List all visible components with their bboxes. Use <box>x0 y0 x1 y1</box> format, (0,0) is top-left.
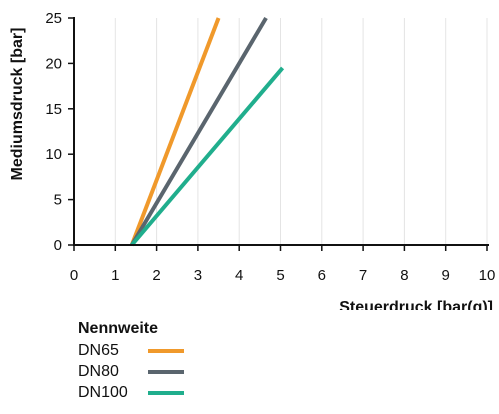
x-tick-label: 7 <box>359 267 367 284</box>
legend-item-dn80: DN80 <box>78 361 184 382</box>
x-tick-label: 2 <box>152 267 160 284</box>
y-tick-label: 20 <box>45 55 62 72</box>
x-tick-label: 0 <box>70 267 78 284</box>
x-tick-label: 3 <box>194 267 202 284</box>
series-lines <box>129 16 285 247</box>
legend-swatch-dn80 <box>148 369 184 374</box>
legend-item-dn65: DN65 <box>78 340 184 361</box>
y-tick-label: 0 <box>54 237 62 254</box>
x-tick-label: 9 <box>442 267 450 284</box>
legend-swatch-dn65 <box>148 348 184 353</box>
y-tick-label: 15 <box>45 101 62 118</box>
grid-lines <box>114 18 488 245</box>
legend: Nennweite DN65 DN80 DN100 <box>78 318 184 403</box>
x-tick-label: 8 <box>400 267 408 284</box>
y-tick-labels: 0 5 10 15 20 25 <box>45 10 74 254</box>
chart-area: 0 1 2 3 4 5 6 7 8 9 10 0 5 10 15 20 25 Steuerdruck [bar… <box>9 10 496 310</box>
y-tick-label: 10 <box>45 146 62 163</box>
y-tick-label: 5 <box>54 192 62 209</box>
x-tick-label: 10 <box>479 267 496 284</box>
legend-item-dn100: DN100 <box>78 382 184 403</box>
legend-swatch-dn100 <box>148 390 184 395</box>
legend-title: Nennweite <box>78 320 159 337</box>
x-tick-label: 1 <box>111 267 119 284</box>
series-line-dn80 <box>130 16 268 247</box>
x-tick-label: 5 <box>276 267 284 284</box>
x-tick-label: 4 <box>235 267 243 284</box>
y-axis-label: Mediumsdruck [bar] <box>9 28 26 181</box>
series-line-dn100 <box>130 66 285 247</box>
legend-label: DN65 <box>78 341 119 359</box>
series-line-dn65 <box>129 17 221 246</box>
y-tick-label: 25 <box>45 10 62 27</box>
x-tick-labels: 0 1 2 3 4 5 6 7 8 9 10 <box>70 245 496 284</box>
x-axis-label: Steuerdruck [bar(g)] <box>339 299 493 310</box>
legend-label: DN100 <box>78 383 128 401</box>
legend-label: DN80 <box>78 362 119 380</box>
x-tick-label: 6 <box>318 267 326 284</box>
